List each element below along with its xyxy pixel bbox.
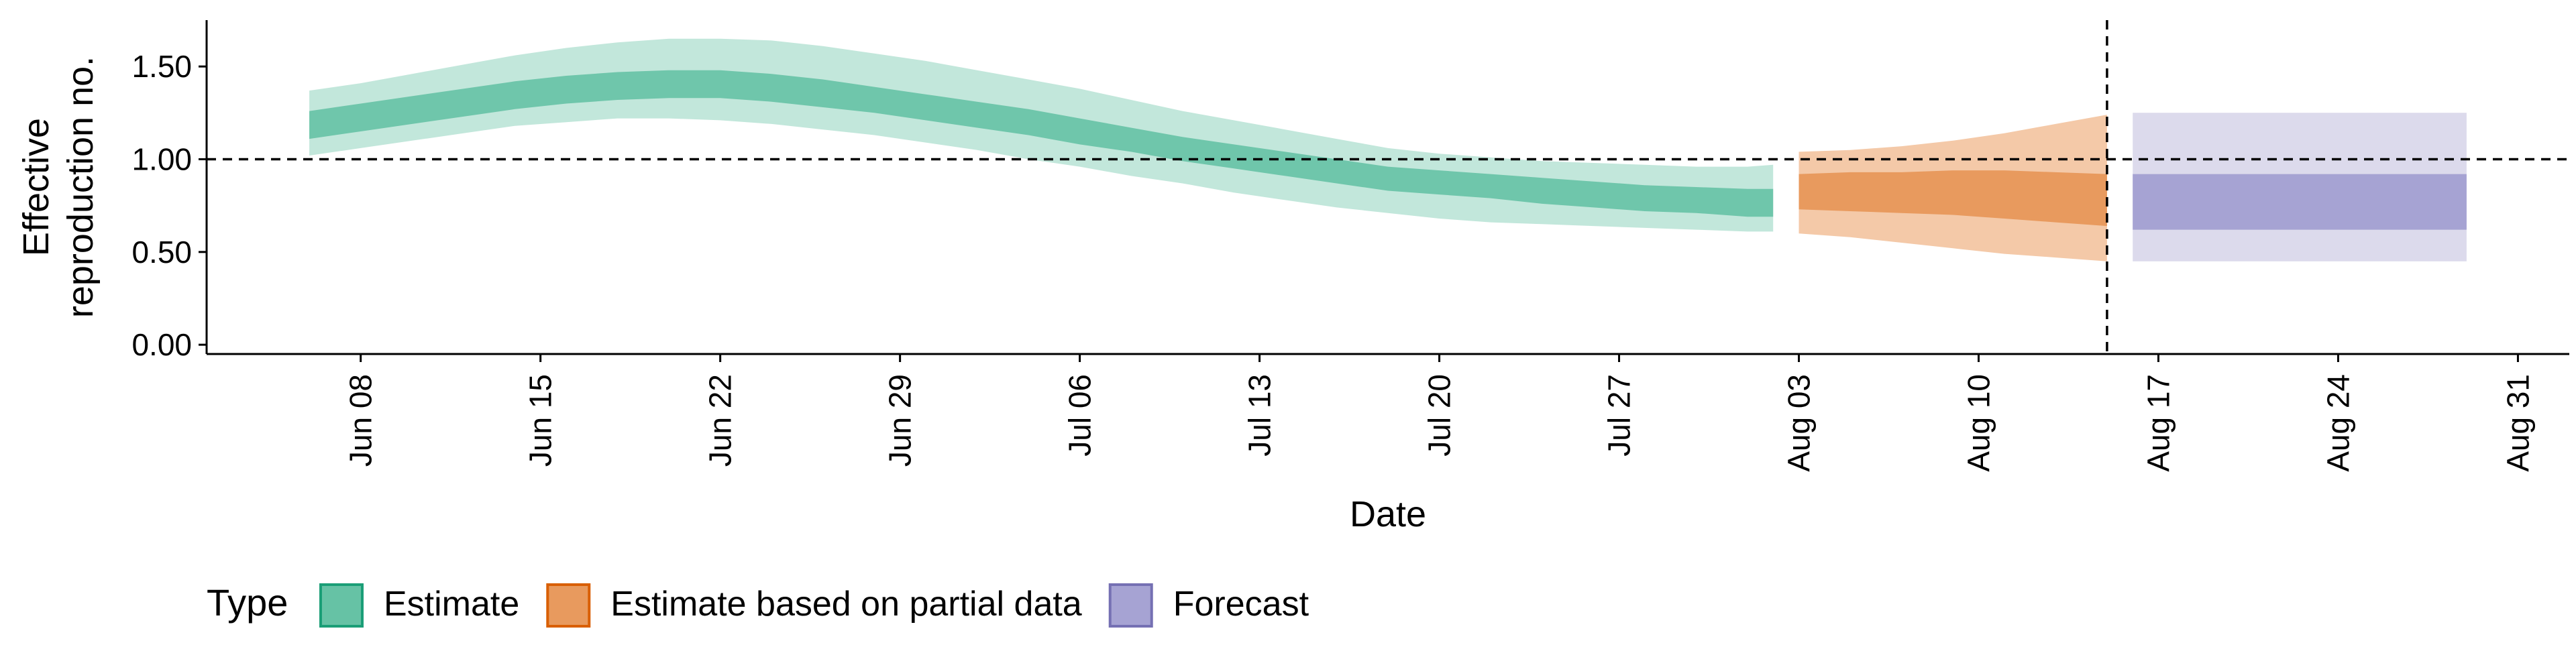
legend-title: Type — [207, 581, 288, 624]
x-tick-label: Aug 10 — [1962, 374, 1996, 472]
x-tick-label: Jun 29 — [883, 374, 918, 467]
bands-layer — [309, 38, 2467, 261]
legend-key-2 — [1108, 583, 1153, 628]
x-tick-label: Jun 15 — [523, 374, 558, 467]
y-tick-label: 0.50 — [131, 235, 192, 270]
y-ticks: 0.00 0.50 1.00 1.50 — [131, 49, 207, 362]
x-tick-label: Aug 24 — [2320, 374, 2355, 472]
x-tick-label: Jul 13 — [1242, 374, 1277, 457]
x-tick-label: Jul 06 — [1063, 374, 1097, 457]
legend-label: Estimate based on partial data — [610, 585, 1082, 624]
axes-layer — [205, 20, 2569, 355]
x-tick-label: Jun 08 — [343, 374, 378, 467]
legend-label: Estimate — [384, 585, 519, 624]
x-tick-label: Jul 20 — [1422, 374, 1457, 457]
x-tick-label: Aug 03 — [1782, 374, 1817, 472]
x-tick-label: Aug 17 — [2141, 374, 2176, 472]
x-axis-title: Date — [1350, 494, 1426, 534]
band-inner-estimate-based-on-partial-data — [1799, 170, 2107, 227]
y-tick-label: 1.00 — [131, 142, 192, 177]
legend-key-0 — [319, 583, 364, 628]
legend-items: Estimate Estimate based on partial data Fo… — [319, 583, 1309, 628]
x-tick-label: Jun 22 — [703, 374, 738, 467]
x-tick-label: Jul 27 — [1602, 374, 1637, 457]
y-tick-label: 0.00 — [131, 327, 192, 362]
y-axis-title-line-2: reproduction no. — [60, 56, 101, 318]
x-ticks: Jun 08 Jun 15 Jun 22 Jun 29 Jul 06 Jul 13 Jul … — [343, 354, 2535, 472]
reference-lines-layer — [207, 20, 2569, 354]
legend-label: Forecast — [1173, 585, 1309, 624]
legend: Type Estimate Estimate based on partial d… — [207, 581, 1309, 628]
band-inner-forecast — [2133, 174, 2467, 230]
y-tick-label: 1.50 — [131, 49, 192, 84]
band-inner-estimate — [309, 70, 1774, 217]
x-tick-label: Aug 31 — [2500, 374, 2535, 472]
y-axis-title-line-1: Effective — [16, 118, 56, 256]
y-axis-title: Effective reproduction no. — [16, 56, 101, 318]
legend-key-1 — [546, 583, 591, 628]
